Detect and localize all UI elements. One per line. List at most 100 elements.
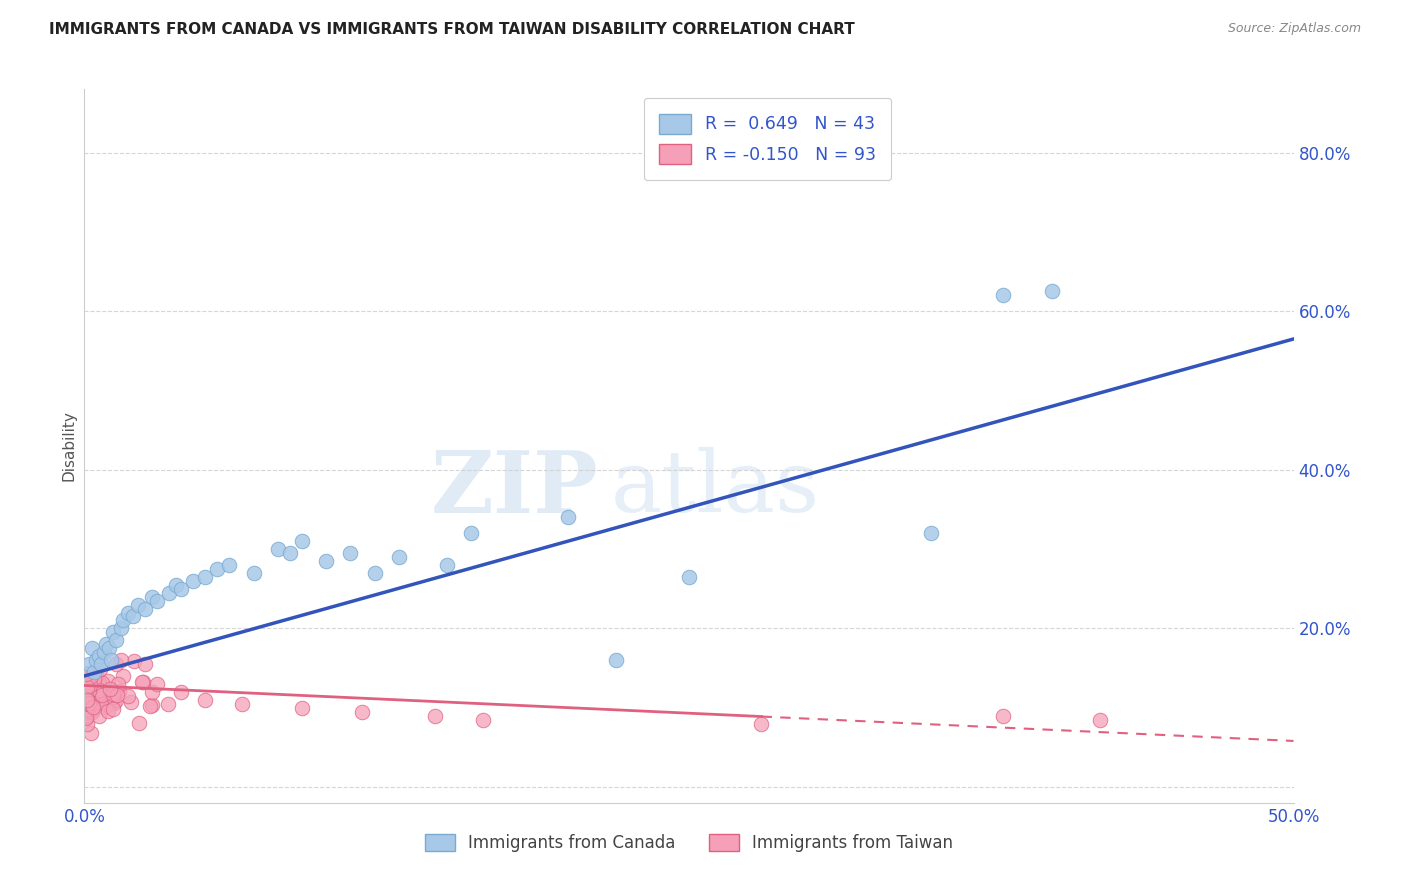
Point xyxy=(96,684,118,698)
Point xyxy=(91,696,114,710)
Point xyxy=(291,534,314,549)
Point xyxy=(122,654,145,668)
Point xyxy=(194,692,217,706)
Point xyxy=(77,696,100,710)
Point xyxy=(170,685,193,699)
Point xyxy=(103,625,125,640)
Point xyxy=(131,675,153,690)
Point xyxy=(993,708,1015,723)
Text: IMMIGRANTS FROM CANADA VS IMMIGRANTS FROM TAIWAN DISABILITY CORRELATION CHART: IMMIGRANTS FROM CANADA VS IMMIGRANTS FRO… xyxy=(49,22,855,37)
Point xyxy=(97,641,120,656)
Point xyxy=(242,566,264,580)
Point xyxy=(82,702,104,716)
Point xyxy=(103,696,125,710)
Point xyxy=(751,716,773,731)
Point xyxy=(141,698,163,712)
Point xyxy=(108,683,131,698)
Point xyxy=(134,601,156,615)
Point xyxy=(79,693,101,707)
Point xyxy=(97,674,120,689)
Point xyxy=(87,677,110,691)
Point xyxy=(87,696,110,710)
Point xyxy=(231,697,253,711)
Point xyxy=(84,667,107,681)
Point xyxy=(89,708,111,723)
Point xyxy=(82,683,104,698)
Point xyxy=(76,705,98,719)
Point xyxy=(107,677,129,691)
Y-axis label: Disability: Disability xyxy=(60,410,76,482)
Point xyxy=(128,716,150,731)
Point xyxy=(91,690,114,704)
Point xyxy=(76,689,98,703)
Point xyxy=(678,570,700,584)
Point xyxy=(157,697,180,711)
Point xyxy=(77,657,100,671)
Point xyxy=(103,690,125,704)
Point xyxy=(80,726,103,740)
Point xyxy=(83,665,105,679)
Point xyxy=(91,688,114,702)
Point xyxy=(207,562,229,576)
Point xyxy=(77,700,100,714)
Point xyxy=(121,609,143,624)
Point xyxy=(315,554,337,568)
Point xyxy=(77,690,100,704)
Point xyxy=(75,709,97,723)
Point xyxy=(110,653,132,667)
Point xyxy=(141,590,163,604)
Point xyxy=(120,695,142,709)
Point xyxy=(105,688,128,702)
Point xyxy=(104,657,127,672)
Point xyxy=(75,690,97,704)
Point xyxy=(101,687,124,701)
Point xyxy=(104,633,127,648)
Point xyxy=(98,696,121,710)
Point xyxy=(127,598,149,612)
Point xyxy=(77,681,100,696)
Point xyxy=(75,709,97,723)
Point xyxy=(77,666,100,681)
Point xyxy=(80,694,103,708)
Point xyxy=(80,693,103,707)
Point xyxy=(993,288,1015,302)
Point xyxy=(100,653,122,667)
Point xyxy=(87,683,110,698)
Point xyxy=(165,578,187,592)
Point xyxy=(339,546,361,560)
Point xyxy=(87,649,110,664)
Point xyxy=(98,681,121,696)
Point xyxy=(91,691,114,706)
Point xyxy=(101,702,124,716)
Point xyxy=(80,669,103,683)
Point xyxy=(363,566,385,580)
Point xyxy=(75,711,97,725)
Point xyxy=(194,570,217,584)
Text: atlas: atlas xyxy=(610,447,820,531)
Point xyxy=(89,662,111,676)
Point xyxy=(112,669,135,683)
Point xyxy=(291,700,314,714)
Point xyxy=(436,558,458,572)
Point xyxy=(117,606,139,620)
Point xyxy=(77,666,100,681)
Point xyxy=(84,685,107,699)
Point xyxy=(920,526,942,541)
Point xyxy=(80,692,103,706)
Point xyxy=(157,585,180,599)
Point xyxy=(83,673,105,687)
Point xyxy=(1088,713,1111,727)
Point xyxy=(460,526,482,541)
Text: ZIP: ZIP xyxy=(430,447,599,531)
Point xyxy=(77,686,100,700)
Point xyxy=(97,704,120,718)
Point xyxy=(75,691,97,706)
Point xyxy=(76,681,98,695)
Point xyxy=(76,706,98,720)
Point xyxy=(423,708,446,723)
Point xyxy=(80,641,103,656)
Point xyxy=(131,674,153,689)
Point xyxy=(112,614,135,628)
Point xyxy=(76,693,98,707)
Point xyxy=(93,645,115,659)
